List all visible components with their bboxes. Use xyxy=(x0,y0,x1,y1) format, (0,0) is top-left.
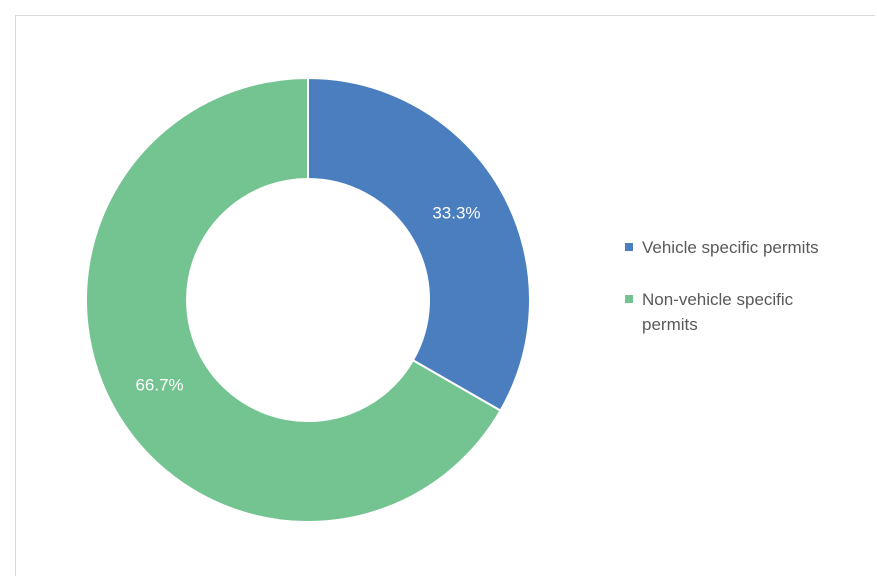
legend-label-vehicle: Vehicle specific permits xyxy=(642,238,819,257)
donut-slice-vehicle xyxy=(307,76,531,412)
legend: Vehicle specific permits Non-vehicle spe… xyxy=(625,235,865,364)
slice-label-non-vehicle: 66.7% xyxy=(135,375,183,394)
legend-swatch-non-vehicle xyxy=(625,295,633,303)
legend-item-vehicle: Vehicle specific permits xyxy=(625,235,865,260)
legend-swatch-vehicle xyxy=(625,243,633,251)
donut-slice-non-vehicle xyxy=(85,76,502,523)
legend-label-non-vehicle: Non-vehicle specific permits xyxy=(642,290,794,334)
slice-label-vehicle: 33.3% xyxy=(432,204,480,223)
legend-item-non-vehicle: Non-vehicle specific permits xyxy=(625,287,865,337)
